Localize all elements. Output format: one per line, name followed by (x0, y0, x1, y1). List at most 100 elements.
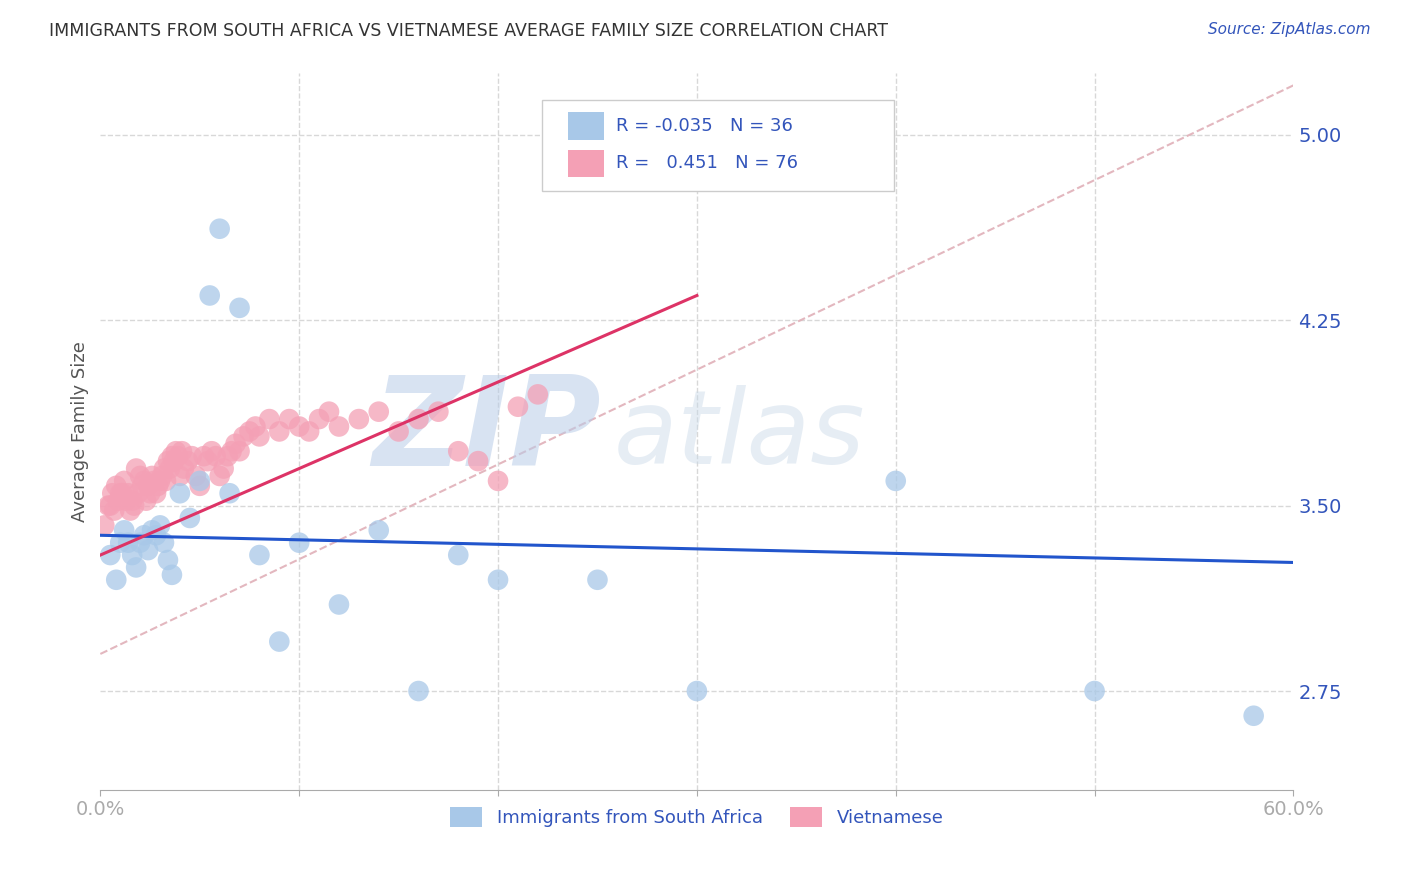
Point (388, 425, 411, 439)
Point (159, 461, 181, 475)
Point (586, 573, 609, 587)
Point (146, 479, 169, 493)
Point (98, 548, 121, 562)
Point (318, 405, 340, 419)
Point (367, 405, 389, 419)
Point (136, 543, 159, 558)
Point (177, 454, 200, 468)
Point (188, 479, 211, 493)
Point (112, 524, 135, 538)
Point (110, 535, 132, 549)
Point (173, 461, 195, 475)
Point (527, 387, 550, 401)
Point (1084, 684, 1107, 698)
Point (249, 429, 271, 443)
Point (135, 493, 157, 508)
Point (121, 548, 143, 562)
Point (225, 437, 247, 451)
Point (97, 499, 120, 513)
Point (208, 469, 231, 483)
Point (328, 598, 350, 612)
Point (121, 493, 143, 508)
Point (259, 412, 281, 426)
Point (169, 486, 191, 500)
Point (204, 449, 226, 463)
Text: R = -0.035   N = 36: R = -0.035 N = 36 (616, 117, 793, 135)
Legend: Immigrants from South Africa, Vietnamese: Immigrants from South Africa, Vietnamese (443, 799, 950, 835)
Point (129, 469, 152, 483)
Point (184, 469, 207, 483)
Point (136, 479, 159, 493)
Point (249, 548, 271, 562)
Point (93, 518, 115, 533)
Point (486, 573, 509, 587)
Point (129, 535, 152, 549)
Point (153, 461, 176, 475)
Point (125, 461, 148, 475)
FancyBboxPatch shape (568, 150, 603, 177)
Point (347, 412, 370, 426)
Point (201, 444, 224, 458)
Point (163, 454, 186, 468)
Point (160, 567, 183, 582)
Point (125, 560, 148, 574)
Point (103, 503, 125, 517)
Point (486, 474, 509, 488)
Point (150, 469, 173, 483)
Point (208, 221, 231, 235)
Point (122, 499, 145, 513)
Point (238, 425, 260, 439)
Point (212, 461, 235, 475)
Point (141, 469, 163, 483)
Point (153, 535, 176, 549)
Point (180, 449, 202, 463)
Point (120, 503, 142, 517)
Point (686, 684, 709, 698)
Point (298, 425, 321, 439)
Point (328, 419, 350, 434)
Point (105, 573, 128, 587)
Point (217, 449, 239, 463)
FancyBboxPatch shape (541, 100, 894, 191)
Point (408, 412, 430, 426)
Point (111, 486, 134, 500)
Text: ZIP: ZIP (373, 371, 602, 492)
Point (145, 528, 167, 542)
Point (447, 444, 470, 458)
Point (132, 528, 155, 542)
Point (269, 634, 291, 648)
Point (131, 479, 153, 493)
Point (139, 486, 162, 500)
Point (156, 553, 179, 567)
Point (160, 449, 183, 463)
Point (156, 454, 179, 468)
Text: IMMIGRANTS FROM SOUTH AFRICA VS VIETNAMESE AVERAGE FAMILY SIZE CORRELATION CHART: IMMIGRANTS FROM SOUTH AFRICA VS VIETNAME… (49, 22, 889, 40)
Point (884, 474, 907, 488)
Point (145, 486, 167, 500)
Point (170, 444, 193, 458)
Point (155, 474, 177, 488)
Point (278, 412, 301, 426)
Point (115, 493, 138, 508)
Point (149, 474, 172, 488)
FancyBboxPatch shape (568, 112, 603, 140)
Point (143, 474, 166, 488)
Text: atlas: atlas (613, 385, 865, 485)
Point (105, 479, 128, 493)
Point (149, 518, 172, 533)
Point (193, 449, 215, 463)
Point (245, 419, 267, 434)
Point (218, 486, 240, 500)
Point (132, 474, 155, 488)
Point (232, 429, 254, 443)
Point (117, 486, 139, 500)
Point (127, 486, 149, 500)
Point (288, 535, 311, 549)
Point (367, 524, 389, 538)
Point (101, 486, 124, 500)
Point (112, 474, 135, 488)
Point (1243, 708, 1265, 723)
Point (269, 425, 291, 439)
Text: R =   0.451   N = 76: R = 0.451 N = 76 (616, 154, 797, 172)
Point (467, 454, 489, 468)
